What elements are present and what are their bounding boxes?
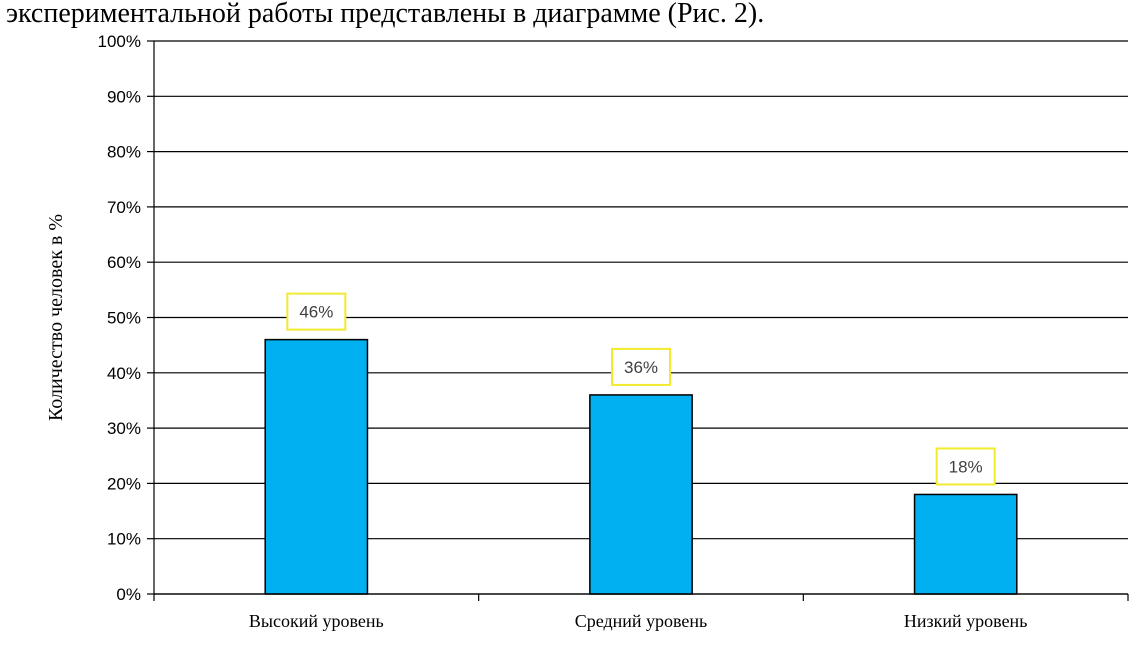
- x-tick-labels: Высокий уровень Средний уровень Низкий уро…: [249, 611, 1027, 631]
- category-label: Низкий уровень: [904, 611, 1027, 631]
- y-tick-label: 40%: [107, 364, 141, 383]
- data-label-box: [286, 292, 347, 331]
- data-labels: 46% 36% 18%: [286, 292, 996, 486]
- y-tick-label: 10%: [107, 530, 141, 549]
- data-label: 36%: [624, 358, 658, 377]
- y-tick-label: 90%: [107, 87, 141, 106]
- data-label-box: [611, 347, 671, 386]
- axes: [153, 41, 1129, 601]
- y-tick-label: 100%: [98, 32, 141, 51]
- category-label: Средний уровень: [575, 611, 708, 631]
- y-tick-label: 80%: [107, 143, 141, 162]
- bars: [264, 338, 1018, 595]
- y-tick-label: 20%: [107, 474, 141, 493]
- y-tick-labels: 0% 10% 20% 30% 40% 50% 60% 70% 80% 90% 100%: [98, 32, 141, 604]
- data-label: 18%: [949, 457, 983, 476]
- bar: [264, 338, 369, 595]
- page-caption: экспериментальной работы представлены в …: [6, 0, 764, 29]
- y-tick-label: 30%: [107, 419, 141, 438]
- y-tick-label: 70%: [107, 198, 141, 217]
- y-tick-label: 50%: [107, 309, 141, 328]
- y-tick-label: 0%: [116, 585, 141, 604]
- category-label: Высокий уровень: [249, 611, 384, 631]
- bar: [589, 394, 693, 595]
- bar: [913, 493, 1018, 595]
- data-label: 46%: [299, 303, 333, 322]
- y-axis-title: Количество человек в %: [45, 214, 67, 421]
- y-tick-label: 60%: [107, 253, 141, 272]
- data-label-box: [935, 447, 996, 486]
